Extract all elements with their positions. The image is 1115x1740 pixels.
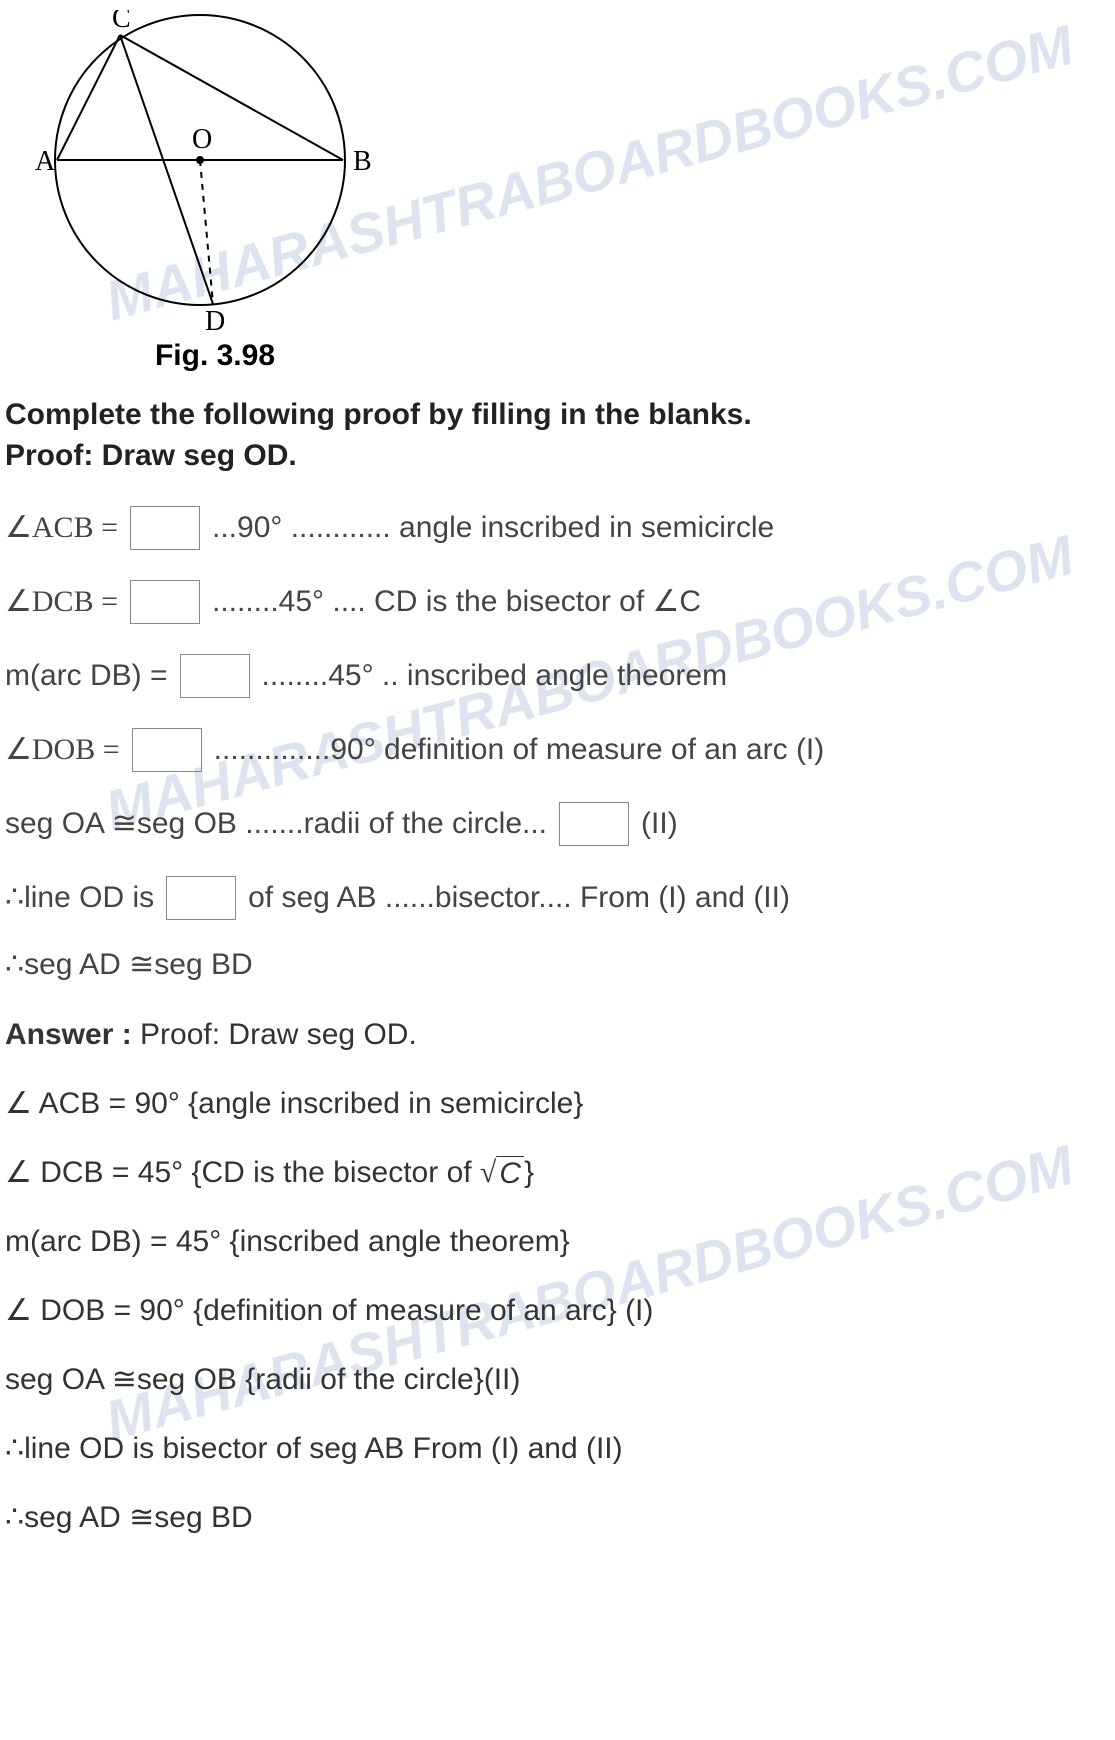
- proof-text: ∴line OD is: [5, 883, 154, 913]
- answer-line-5: seg OA ≅seg OB {radii of the circle}(II): [5, 1362, 1110, 1397]
- answer-line-4: ∠ DOB = 90° {definition of measure of an…: [5, 1293, 1110, 1328]
- answer-intro-text: Proof: Draw seg OD.: [132, 1018, 417, 1051]
- sqrt-expression: √C: [480, 1156, 524, 1191]
- svg-text:B: B: [353, 146, 372, 177]
- instruction-block: Complete the following proof by filling …: [5, 395, 1110, 476]
- circle-svg: A B C D O: [35, 10, 375, 330]
- proof-text: ..............90° definition of measure …: [214, 735, 825, 765]
- instruction-line-2: Proof: Draw seg OD.: [5, 436, 1110, 477]
- sqrt-radicand: C: [496, 1156, 524, 1191]
- figure-caption: Fig. 3.98: [35, 339, 395, 373]
- sqrt-icon: √: [480, 1156, 496, 1190]
- proof-line-3: m(arc DB) = ........45° .. inscribed ang…: [5, 654, 1110, 698]
- blank-box: [166, 876, 236, 920]
- proof-text: ........45° .. inscribed angle theorem: [262, 661, 728, 691]
- proof-text: ...90° ............ angle inscribed in s…: [212, 513, 774, 543]
- proof-line-7: ∴seg AD ≅seg BD: [5, 950, 1110, 980]
- proof-text: seg OA ≅seg OB .......radii of the circl…: [5, 809, 547, 839]
- proof-block: ∠ACB = ...90° ............ angle inscrib…: [5, 506, 1110, 980]
- answer-block: Answer : Proof: Draw seg OD. ∠ ACB = 90°…: [5, 1018, 1110, 1535]
- proof-text: ∠DOB =: [5, 735, 120, 765]
- instruction-line-1: Complete the following proof by filling …: [5, 395, 1110, 436]
- proof-text: (II): [641, 809, 678, 839]
- proof-line-4: ∠DOB = ..............90° definition of m…: [5, 728, 1110, 772]
- proof-text: ........45° .... CD is the bisector of ∠…: [212, 587, 701, 617]
- proof-line-1: ∠ACB = ...90° ............ angle inscrib…: [5, 506, 1110, 550]
- blank-box: [130, 506, 200, 550]
- svg-text:O: O: [192, 124, 212, 155]
- proof-text: m(arc DB) =: [5, 661, 168, 691]
- proof-text: ∴seg AD ≅seg BD: [5, 950, 253, 980]
- answer-line-2: ∠ DCB = 45° {CD is the bisector of √C}: [5, 1155, 1110, 1191]
- svg-text:C: C: [112, 10, 131, 34]
- answer-line-3: m(arc DB) = 45° {inscribed angle theorem…: [5, 1225, 1110, 1259]
- answer-text: }: [524, 1156, 534, 1189]
- proof-line-2: ∠DCB = ........45° .... CD is the bisect…: [5, 580, 1110, 624]
- blank-box: [130, 580, 200, 624]
- geometry-figure: A B C D O Fig. 3.98: [35, 10, 395, 373]
- proof-text: ∠DCB =: [5, 587, 118, 617]
- proof-text: ∠ACB =: [5, 513, 118, 543]
- proof-text: of seg AB ......bisector.... From (I) an…: [248, 883, 790, 913]
- proof-line-5: seg OA ≅seg OB .......radii of the circl…: [5, 802, 1110, 846]
- blank-box: [559, 802, 629, 846]
- blank-box: [180, 654, 250, 698]
- answer-text: ∠ DCB = 45° {CD is the bisector of: [5, 1156, 480, 1189]
- answer-intro: Answer : Proof: Draw seg OD.: [5, 1018, 1110, 1052]
- answer-line-6: ∴line OD is bisector of seg AB From (I) …: [5, 1431, 1110, 1466]
- svg-text:A: A: [35, 146, 56, 177]
- proof-line-6: ∴line OD is of seg AB ......bisector....…: [5, 876, 1110, 920]
- blank-box: [132, 728, 202, 772]
- answer-line-7: ∴seg AD ≅seg BD: [5, 1500, 1110, 1535]
- answer-label: Answer :: [5, 1018, 132, 1051]
- svg-text:D: D: [205, 306, 225, 330]
- answer-line-1: ∠ ACB = 90° {angle inscribed in semicirc…: [5, 1086, 1110, 1121]
